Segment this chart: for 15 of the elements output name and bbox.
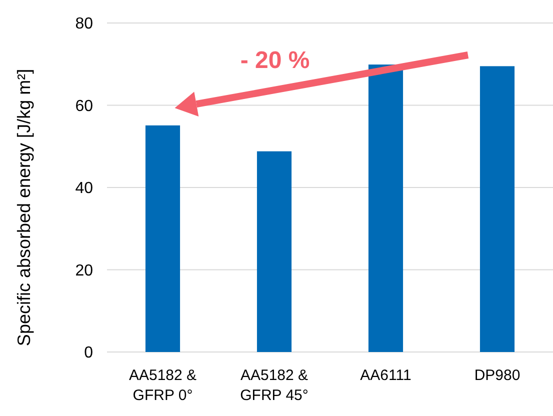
- x-tick-label: AA6111: [360, 367, 412, 384]
- y-tick-label: 40: [75, 180, 94, 198]
- bar: [145, 125, 180, 352]
- x-tick-label: AA5182 & GFRP 0°: [128, 367, 197, 404]
- y-tick-label: 20: [75, 262, 94, 280]
- y-axis-title: Specific absorbed energy [J/kg m²]: [14, 68, 34, 346]
- bar: [368, 64, 404, 352]
- bar: [256, 151, 292, 352]
- annotation: - 20 %: [240, 47, 310, 74]
- bar: [480, 66, 515, 352]
- y-tick-label: 60: [75, 98, 94, 115]
- x-tick-label: AA5182 & GFRP 45°: [240, 367, 308, 404]
- y-tick-label: 80: [75, 16, 94, 33]
- y-tick-label: 0: [84, 344, 94, 362]
- x-tick-label: DP980: [474, 367, 520, 384]
